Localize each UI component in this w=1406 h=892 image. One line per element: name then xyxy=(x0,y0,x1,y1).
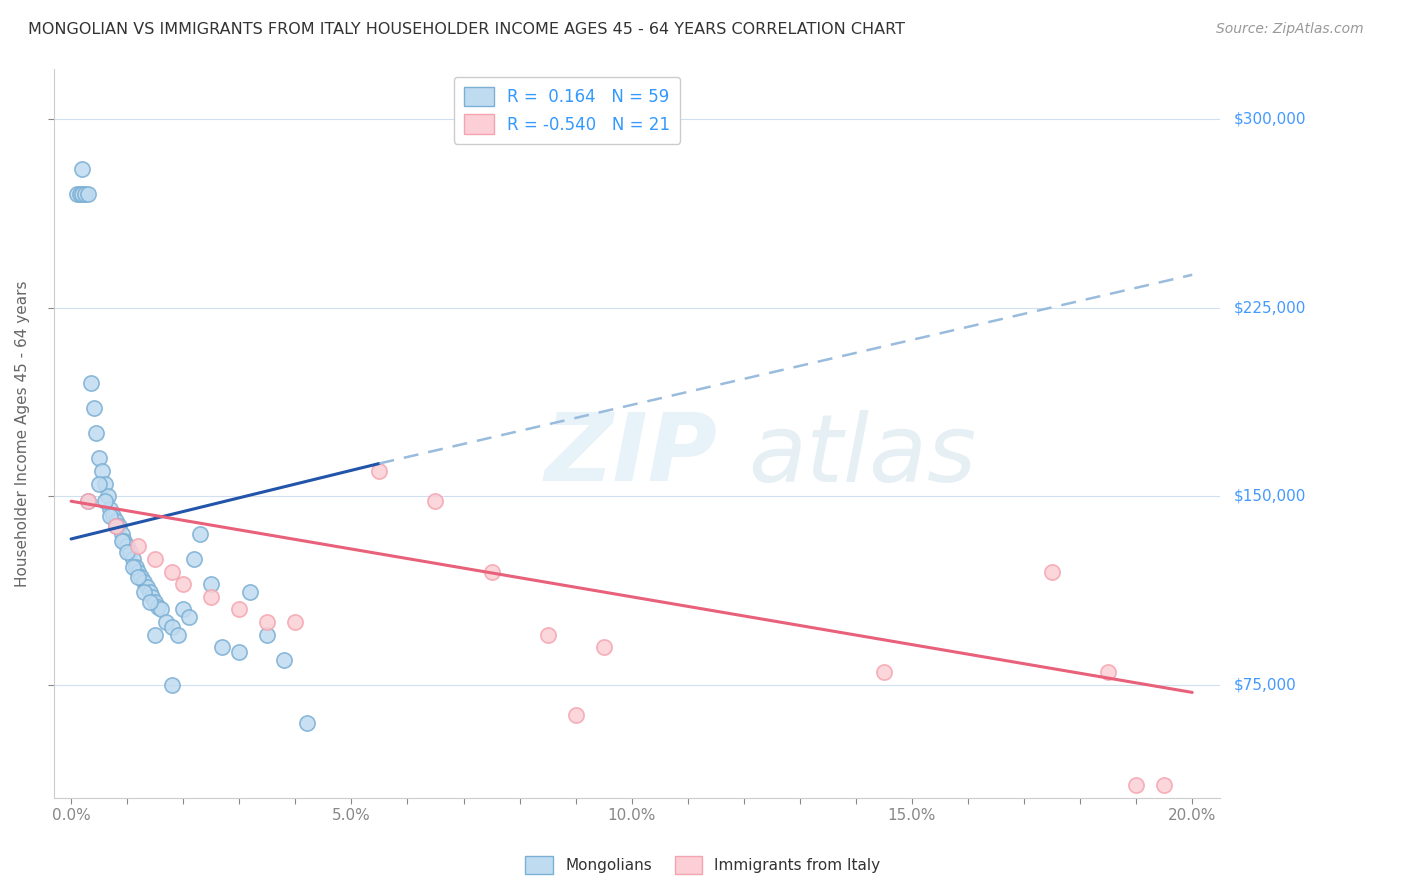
Point xyxy=(77,187,100,202)
Text: $225,000: $225,000 xyxy=(1234,300,1306,315)
Point xyxy=(295,715,318,730)
Y-axis label: Householder Income Ages 45 - 64 years: Householder Income Ages 45 - 64 years xyxy=(15,280,30,587)
Point xyxy=(121,552,143,566)
Point xyxy=(200,590,222,604)
Point xyxy=(94,494,117,508)
Point xyxy=(228,602,250,616)
Point xyxy=(129,570,152,584)
Point xyxy=(1097,665,1119,680)
Point xyxy=(115,544,138,558)
Point xyxy=(1153,779,1175,793)
Point xyxy=(166,627,188,641)
Point xyxy=(107,519,129,533)
Point xyxy=(110,534,132,549)
Point xyxy=(1040,565,1063,579)
Point xyxy=(75,187,97,202)
Point xyxy=(146,599,169,614)
Point xyxy=(101,509,124,524)
Point xyxy=(80,376,103,390)
Point xyxy=(94,476,117,491)
Point xyxy=(135,580,157,594)
Point xyxy=(89,451,111,466)
Point xyxy=(104,514,127,528)
Text: atlas: atlas xyxy=(748,409,976,500)
Point xyxy=(115,540,138,554)
Text: $150,000: $150,000 xyxy=(1234,489,1306,504)
Point xyxy=(188,527,211,541)
Point xyxy=(211,640,233,654)
Point xyxy=(132,584,155,599)
Text: $75,000: $75,000 xyxy=(1234,677,1296,692)
Point xyxy=(127,540,149,554)
Point xyxy=(77,494,100,508)
Point xyxy=(160,620,183,634)
Point xyxy=(118,544,141,558)
Point xyxy=(104,519,127,533)
Point xyxy=(592,640,614,654)
Point xyxy=(86,426,108,441)
Point xyxy=(536,627,558,641)
Text: MONGOLIAN VS IMMIGRANTS FROM ITALY HOUSEHOLDER INCOME AGES 45 - 64 YEARS CORRELA: MONGOLIAN VS IMMIGRANTS FROM ITALY HOUSE… xyxy=(28,22,905,37)
Point xyxy=(873,665,896,680)
Point xyxy=(98,501,121,516)
Text: Source: ZipAtlas.com: Source: ZipAtlas.com xyxy=(1216,22,1364,37)
Point xyxy=(172,577,194,591)
Point xyxy=(160,678,183,692)
Point xyxy=(284,615,307,629)
Point xyxy=(127,570,149,584)
Point xyxy=(89,476,111,491)
Point xyxy=(121,559,143,574)
Point xyxy=(138,595,160,609)
Point xyxy=(83,401,105,416)
Point xyxy=(368,464,391,478)
Text: $300,000: $300,000 xyxy=(1234,112,1306,127)
Point xyxy=(143,627,166,641)
Point xyxy=(110,527,132,541)
Point xyxy=(132,574,155,589)
Point xyxy=(239,584,262,599)
Point xyxy=(104,519,127,533)
Point xyxy=(141,590,163,604)
Point xyxy=(425,494,447,508)
Point xyxy=(228,645,250,659)
Point xyxy=(66,187,89,202)
Point xyxy=(200,577,222,591)
Point xyxy=(98,509,121,524)
Point xyxy=(96,489,118,503)
Point xyxy=(69,187,91,202)
Point xyxy=(273,653,295,667)
Point xyxy=(72,162,94,177)
Point xyxy=(127,565,149,579)
Point xyxy=(149,602,172,616)
Point xyxy=(124,559,146,574)
Point xyxy=(143,595,166,609)
Point xyxy=(183,552,205,566)
Point xyxy=(172,602,194,616)
Point xyxy=(155,615,177,629)
Legend: R =  0.164   N = 59, R = -0.540   N = 21: R = 0.164 N = 59, R = -0.540 N = 21 xyxy=(454,77,681,144)
Point xyxy=(72,187,94,202)
Point xyxy=(77,494,100,508)
Point xyxy=(481,565,503,579)
Point xyxy=(112,534,135,549)
Point xyxy=(1125,779,1147,793)
Point xyxy=(143,552,166,566)
Point xyxy=(256,615,278,629)
Point xyxy=(91,464,114,478)
Legend: Mongolians, Immigrants from Italy: Mongolians, Immigrants from Italy xyxy=(519,850,887,880)
Text: ZIP: ZIP xyxy=(544,409,717,501)
Point xyxy=(138,584,160,599)
Point xyxy=(564,708,586,723)
Point xyxy=(256,627,278,641)
Point xyxy=(160,565,183,579)
Point xyxy=(177,610,200,624)
